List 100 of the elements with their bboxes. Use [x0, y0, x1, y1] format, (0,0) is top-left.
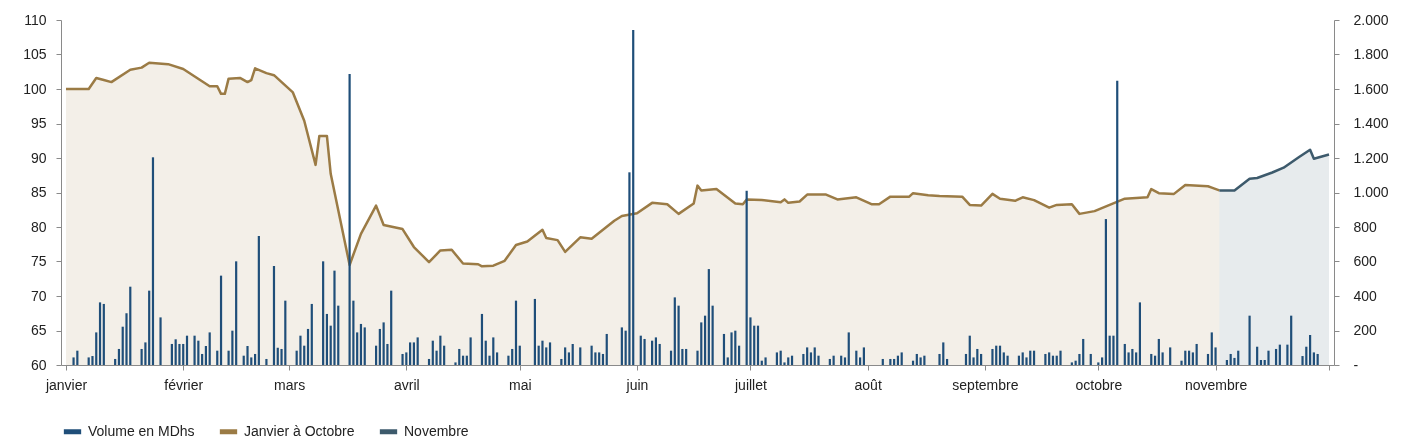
bar [1006, 355, 1009, 365]
bar [390, 290, 393, 365]
bar [325, 313, 329, 365]
bar [409, 342, 412, 365]
bar [427, 358, 431, 365]
bar [356, 332, 359, 365]
bar [299, 335, 302, 365]
bar [1044, 353, 1047, 365]
bar [1029, 350, 1032, 365]
bar [896, 355, 900, 365]
bar [1138, 302, 1142, 365]
y-tick-label: 65 [30, 322, 47, 338]
bar [1274, 348, 1278, 365]
bar [412, 342, 415, 365]
bar [881, 358, 884, 365]
bar [514, 300, 518, 365]
bar [601, 353, 605, 365]
bar [703, 315, 707, 365]
bar [1187, 350, 1191, 365]
bar [495, 352, 499, 365]
bar [1161, 352, 1164, 365]
y2-tick-label: 200 [1353, 322, 1378, 338]
y2-tick-label: 2.000 [1353, 11, 1389, 28]
bar [458, 348, 461, 365]
bar [976, 348, 979, 365]
bar [363, 327, 366, 365]
y-tick-label: 100 [23, 80, 47, 97]
bar [306, 328, 310, 365]
bar [685, 348, 688, 365]
bar [564, 347, 567, 365]
bar [511, 348, 514, 365]
bar [745, 190, 748, 365]
bar [1101, 357, 1104, 365]
bar [991, 348, 994, 365]
bar [1059, 350, 1062, 365]
bar [348, 73, 351, 365]
x-tick-label: mai [508, 376, 532, 393]
legend-label: Volume en MDhs [88, 422, 195, 439]
bar [1082, 338, 1085, 365]
x-tick-label: juillet [733, 376, 767, 393]
bar [1104, 219, 1107, 365]
bar [756, 325, 760, 365]
x-tick-label: février [164, 376, 204, 393]
bar [900, 352, 903, 365]
bar [322, 261, 325, 365]
bar [571, 343, 574, 365]
bar [813, 347, 816, 365]
bar [461, 355, 465, 365]
bar [840, 355, 843, 365]
bar [643, 338, 646, 365]
bar [533, 298, 536, 365]
bar [1290, 315, 1293, 365]
y2-tick-label: 600 [1353, 253, 1378, 269]
y2-tick-label: 400 [1353, 287, 1378, 304]
bar [1256, 346, 1259, 365]
bar [893, 358, 896, 365]
bar [1308, 334, 1312, 365]
y-tick-label: 105 [23, 46, 47, 62]
bar [730, 332, 733, 365]
x-tick-label: août [854, 376, 882, 393]
y-tick-label: 110 [24, 11, 47, 28]
x-tick-label: novembre [1184, 376, 1248, 393]
y2-tick-label: 1.800 [1353, 46, 1389, 62]
bar [1312, 352, 1315, 365]
bar [915, 353, 918, 365]
bar [923, 355, 926, 365]
y2-tick-label: 1.400 [1353, 115, 1389, 131]
bar [1210, 332, 1213, 365]
bar [359, 323, 363, 365]
bar [1316, 353, 1319, 365]
bar [802, 353, 805, 365]
bar [1229, 353, 1232, 365]
bar [669, 350, 673, 365]
bar [1225, 360, 1228, 365]
bar [658, 343, 661, 365]
bar [1048, 352, 1051, 365]
bar [333, 270, 336, 365]
bar [828, 358, 831, 365]
bar [889, 358, 892, 365]
bar [1191, 352, 1194, 365]
x-tick-label: janvier [44, 376, 88, 393]
bar [942, 342, 945, 365]
bar [605, 333, 608, 365]
bar [632, 30, 635, 365]
bar [787, 357, 790, 365]
bar [775, 352, 779, 365]
bar [1055, 355, 1058, 365]
y2-tick-label: - [1353, 356, 1359, 373]
legend-label: Janvier à Octobre [244, 422, 355, 439]
bar [378, 328, 381, 365]
bar [469, 337, 472, 365]
bar [1032, 350, 1036, 365]
bar [1153, 355, 1157, 365]
bar [1267, 350, 1270, 365]
bar [1097, 362, 1100, 365]
bar [1259, 360, 1263, 365]
bar [1157, 338, 1160, 365]
bar [919, 357, 922, 365]
bar [790, 355, 794, 365]
bar [806, 347, 809, 365]
